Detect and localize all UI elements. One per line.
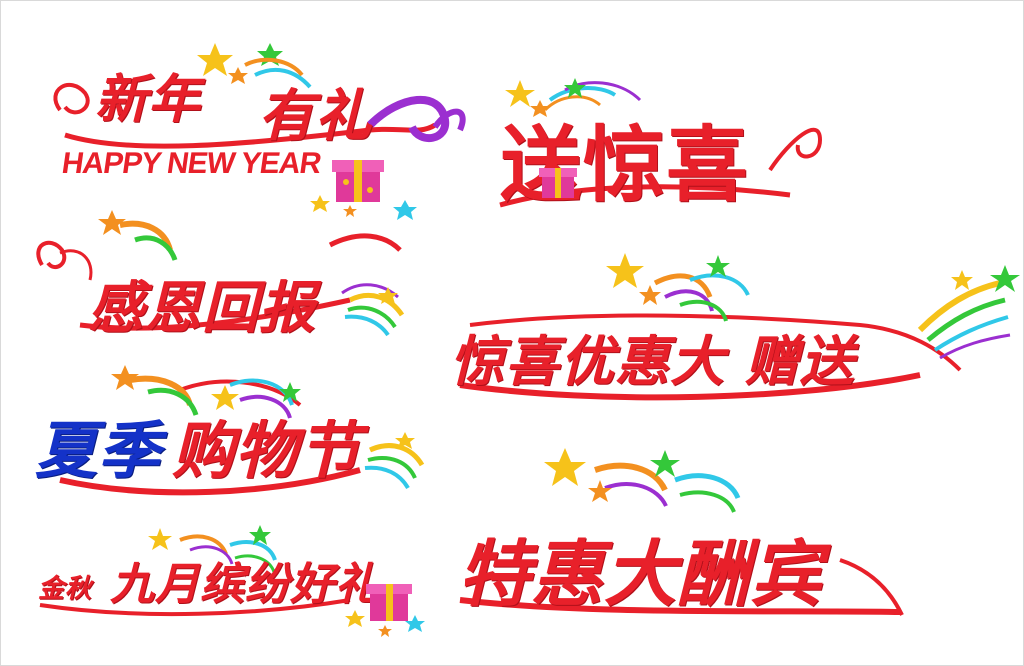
star-icon bbox=[98, 210, 398, 304]
title-jinqiu-a: 金秋 bbox=[38, 574, 93, 604]
star-icon bbox=[606, 253, 1020, 305]
graphic-tehui: 特惠大酬宾 bbox=[440, 440, 920, 630]
star-icon bbox=[544, 448, 680, 502]
streamer-icon bbox=[119, 220, 405, 337]
title-songjingxi: 送惊喜 bbox=[500, 118, 750, 213]
streamer-icon bbox=[653, 273, 1011, 360]
title-tehui: 特惠大酬宾 bbox=[458, 532, 824, 616]
gift-box-icon bbox=[366, 584, 412, 621]
subtitle-happy-new-year: HAPPY NEW YEAR bbox=[59, 147, 323, 180]
streamer-icon bbox=[594, 462, 741, 513]
star-icon bbox=[111, 365, 415, 449]
star-icon bbox=[148, 525, 425, 637]
gift-box-icon bbox=[332, 160, 384, 202]
title-xinnian-b: 有礼 bbox=[258, 84, 372, 149]
graphic-xinnian: 新年 有礼 HAPPY NEW YEAR bbox=[40, 35, 466, 225]
star-icon bbox=[197, 43, 417, 220]
title-xiaji-a: 夏季 bbox=[35, 414, 162, 487]
graphic-jingxi: 惊喜优惠大 赠送 bbox=[440, 245, 1020, 415]
star-icon bbox=[505, 78, 586, 117]
swirl-ribbon bbox=[53, 82, 466, 149]
title-jinqiu-b: 九月缤纷好礼 bbox=[110, 559, 380, 610]
graphic-jinqiu: 金秋 九月缤纷好礼 bbox=[30, 520, 440, 650]
title-ganen: 感恩回报 bbox=[88, 276, 316, 341]
graphic-ganen: 感恩回报 bbox=[30, 205, 420, 355]
streamer-icon bbox=[39, 534, 351, 617]
streamer-icon bbox=[129, 375, 425, 490]
graphic-songjingxi: 送惊喜 bbox=[490, 70, 840, 220]
swirl-ribbon bbox=[459, 558, 904, 616]
swirl-ribbon bbox=[36, 233, 402, 331]
gift-box-icon bbox=[539, 168, 577, 198]
title-xinnian-a: 新年 bbox=[95, 70, 202, 130]
title-xiaji-b: 购物节 bbox=[172, 414, 362, 487]
graphic-xiaji: 夏季 购物节 bbox=[30, 360, 430, 520]
title-jingxi: 惊喜优惠大 赠送 bbox=[450, 330, 855, 393]
swirl-ribbon bbox=[459, 313, 962, 401]
